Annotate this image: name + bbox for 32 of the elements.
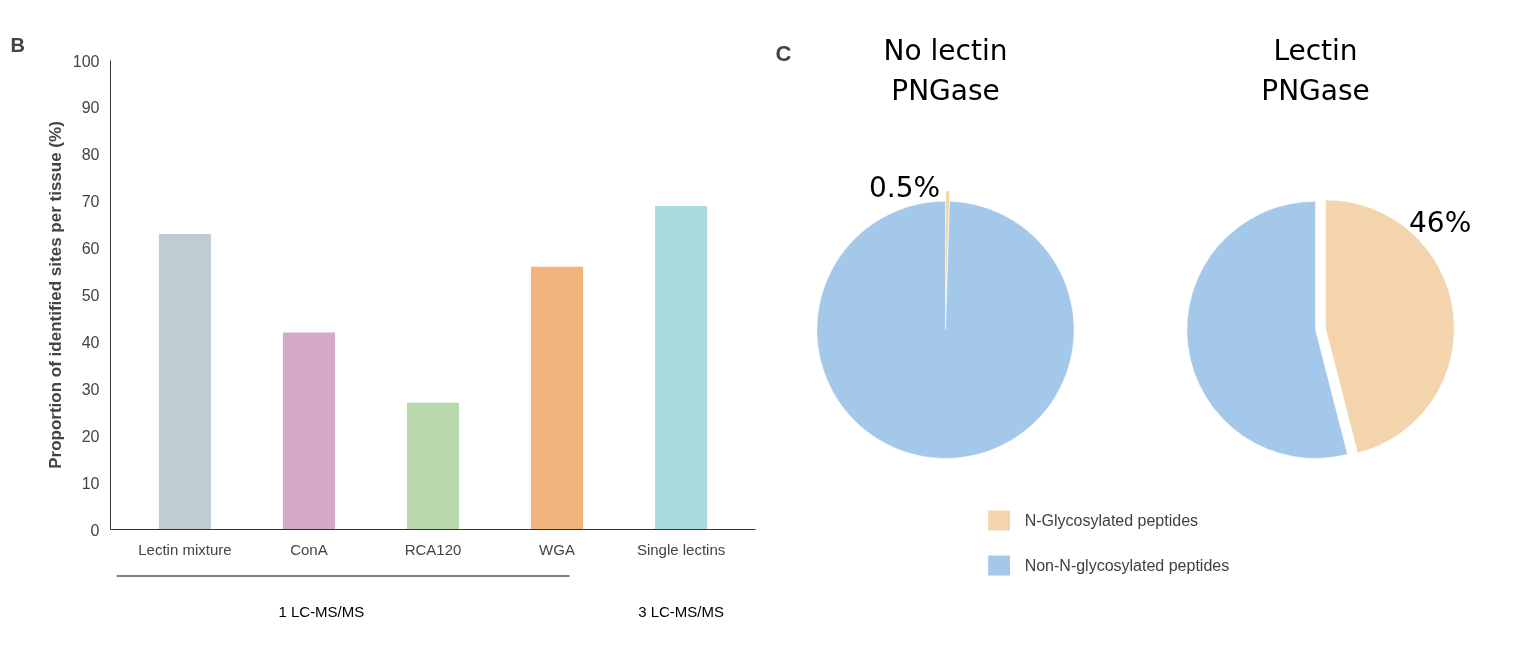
text: 1 LC-MS/MS (278, 602, 365, 620)
x-tick-label: Lectin mixture (138, 540, 232, 558)
y-tick-label: 60 (81, 240, 100, 258)
bar (158, 234, 211, 530)
legend-label: N-Glycosylated peptides (1024, 512, 1199, 529)
y-tick-label: 20 (81, 427, 100, 445)
y-tick-label: 80 (81, 146, 100, 164)
y-tick-label: 90 (81, 99, 100, 117)
x-tick-label: Single lectins (636, 540, 726, 558)
bar (655, 205, 708, 530)
legend-label: Non-N-glycosylated peptides (1024, 557, 1230, 574)
bar (282, 332, 336, 530)
x-tick-label: ConA (290, 540, 328, 558)
bar (530, 266, 584, 530)
y-axis-title: Proportion of identified sites per tissue (%) (45, 121, 65, 469)
text: 3 LC-MS/MS (638, 602, 725, 620)
y-tick-label: 100 (72, 52, 100, 70)
chart-title: Lectin PNGase (1261, 34, 1370, 107)
bar (406, 402, 460, 530)
text: C (775, 40, 792, 66)
text: B (10, 33, 25, 56)
y-tick-label: 70 (81, 193, 100, 211)
y-tick-label: 30 (81, 380, 100, 398)
y-tick-label: 40 (81, 333, 100, 351)
x-tick-label: WGA (539, 540, 575, 558)
y-tick-label: 50 (81, 287, 100, 304)
x-tick-label: RCA120 (404, 540, 462, 558)
data-label: 46% (1409, 206, 1472, 240)
data-label: 0.5% (869, 170, 941, 204)
y-tick-label: 10 (81, 474, 100, 492)
chart-title: No lectin PNGase (883, 34, 1008, 107)
y-tick-label: 0 (90, 521, 100, 539)
